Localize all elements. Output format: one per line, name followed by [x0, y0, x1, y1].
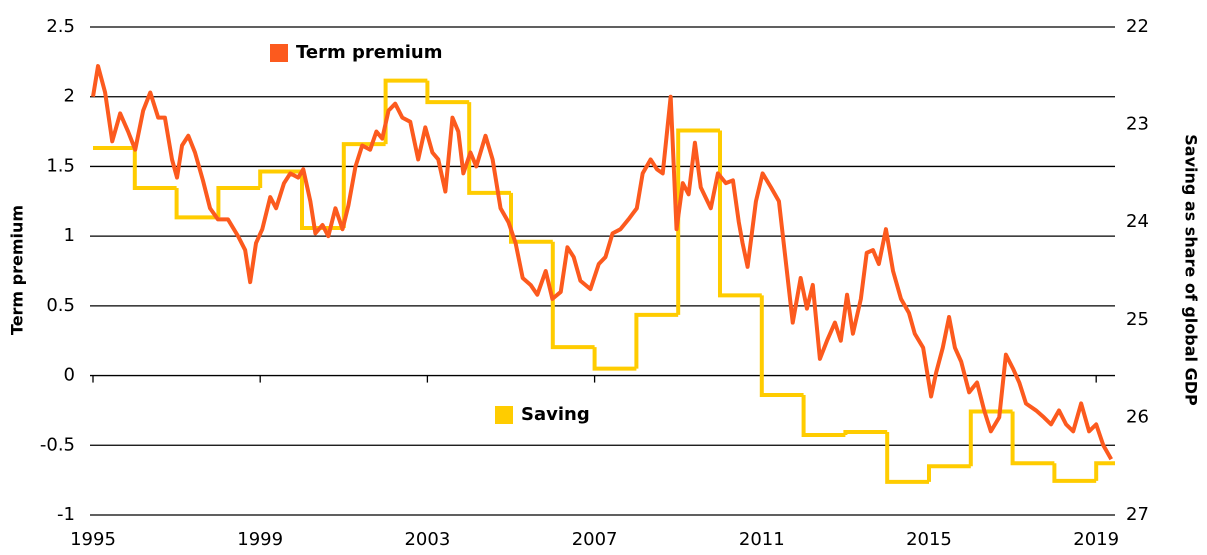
x-tick-label: 2019 [1073, 529, 1119, 550]
y-tick-label: -1 [57, 504, 75, 525]
step-segment [843, 430, 888, 435]
legend-label: Saving [521, 404, 590, 425]
step-segment [132, 148, 177, 191]
step-segment [216, 186, 261, 218]
y-tick-label: -0.5 [40, 434, 75, 455]
y-tick-label: 2.5 [46, 16, 75, 37]
step-segment [1052, 463, 1097, 483]
x-tick-label: 2003 [404, 529, 450, 550]
x-tick-label: 2015 [906, 529, 952, 550]
step-segment [676, 128, 720, 315]
step-segment [801, 394, 846, 437]
y-tick-label: 2 [64, 86, 75, 107]
legend-label: Term premium [296, 42, 442, 63]
y2-tick-label: 27 [1126, 504, 1149, 525]
step-segment [968, 409, 1013, 467]
x-tick-label: 1999 [237, 529, 283, 550]
y2-tick-label: 26 [1126, 406, 1149, 427]
step-segment [592, 347, 637, 371]
step-segment [1010, 411, 1055, 466]
step-segment [759, 295, 804, 397]
y2-tick-label: 24 [1126, 211, 1149, 232]
step-segment [508, 192, 553, 244]
step-segment [634, 312, 679, 369]
y2-tick-label: 23 [1126, 114, 1149, 135]
y-tick-label: 0.5 [46, 295, 75, 316]
step-segment [550, 241, 595, 350]
x-tick-label: 2007 [572, 529, 618, 550]
step-segment [383, 78, 428, 145]
y-tick-label: 1.5 [46, 155, 75, 176]
legend-swatch [270, 44, 288, 62]
y2-tick-label: 25 [1126, 309, 1149, 330]
line [91, 64, 1113, 461]
step-segment [425, 80, 470, 105]
step-segment [717, 130, 762, 298]
step-segment [885, 432, 929, 484]
y-axis-label: Term premium [8, 205, 27, 335]
step-segment [258, 169, 302, 189]
y-tick-label: 1 [64, 225, 75, 246]
y2-tick-label: 22 [1126, 16, 1149, 37]
x-tick-label: 1995 [70, 529, 116, 550]
y-tick-label: 0 [64, 365, 75, 386]
step-segment [1094, 461, 1115, 481]
step-segment [926, 464, 971, 482]
legend-swatch [495, 406, 513, 424]
step-segment [174, 188, 219, 220]
y2-axis-label: Saving as share of global GDP [1182, 134, 1201, 406]
x-tick-label: 2011 [739, 529, 785, 550]
